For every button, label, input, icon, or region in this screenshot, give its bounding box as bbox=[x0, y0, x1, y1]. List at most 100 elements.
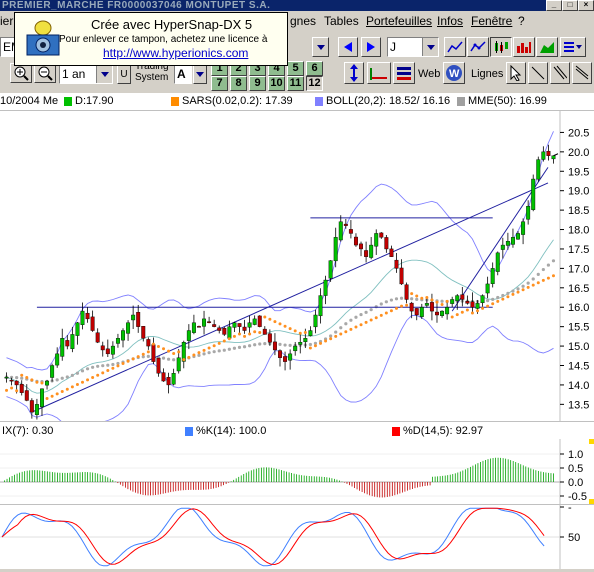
mme-point bbox=[20, 376, 24, 380]
candle-body bbox=[60, 338, 65, 357]
mme-point bbox=[146, 354, 150, 358]
bar-chart-button[interactable] bbox=[467, 37, 489, 57]
candle-body bbox=[70, 334, 75, 349]
candle-body bbox=[399, 267, 404, 285]
channel-tool-button[interactable] bbox=[572, 62, 592, 84]
area-chart-button[interactable] bbox=[536, 37, 558, 57]
candle-body bbox=[303, 338, 308, 343]
previous-button[interactable] bbox=[338, 37, 358, 57]
stochastic-chart[interactable]: - 50 bbox=[0, 502, 594, 569]
stoch-k-legend: %K(14): 100.0 bbox=[185, 425, 266, 437]
sar-point bbox=[496, 299, 500, 303]
stamp-link[interactable]: http://www.hyperionics.com bbox=[103, 46, 249, 60]
period-combo[interactable]: J bbox=[387, 37, 439, 57]
y-tick-label: 16.0 bbox=[568, 302, 589, 314]
maximize-button[interactable]: □ bbox=[562, 0, 578, 11]
osc2-tick-label: 50 bbox=[568, 532, 580, 544]
oscillator-panel[interactable]: IX(7): 0.30 %K(14): 100.0 %D(14,5): 92.9… bbox=[0, 421, 594, 505]
candle-body bbox=[4, 376, 9, 379]
price-chart-panel[interactable]: 20.5 20.0 19.5 19.0 18.5 18.0 17.5 17.0 16.5 16.0… bbox=[0, 111, 594, 429]
mme-point bbox=[172, 358, 176, 362]
arrow-left-icon bbox=[344, 42, 352, 52]
next-button[interactable] bbox=[361, 37, 381, 57]
candle-body bbox=[455, 295, 460, 302]
chart-type-menu-button[interactable] bbox=[560, 37, 586, 57]
candlestick-button[interactable] bbox=[490, 37, 512, 57]
mme-point bbox=[141, 355, 145, 359]
candle-body bbox=[29, 400, 34, 413]
stamp-line-1: Crée avec HyperSnap-DX 5 bbox=[91, 17, 253, 32]
candle-body bbox=[323, 279, 328, 296]
sar-point bbox=[222, 339, 226, 343]
sar-point bbox=[283, 324, 287, 328]
sar-point bbox=[278, 322, 282, 326]
price-chart[interactable]: 20.5 20.0 19.5 19.0 18.5 18.0 17.5 17.0 16.5 16.0… bbox=[0, 111, 594, 429]
close-button[interactable]: × bbox=[578, 0, 594, 11]
menu-tables[interactable]: Tables bbox=[324, 14, 359, 28]
arrow-right-icon bbox=[367, 42, 375, 52]
indicator-button[interactable] bbox=[367, 62, 391, 84]
zoom-out-button[interactable] bbox=[34, 63, 56, 83]
candle-body bbox=[353, 236, 358, 246]
stochastic-panel[interactable]: - 50 bbox=[0, 502, 594, 569]
vertical-arrows-icon bbox=[350, 64, 358, 82]
range-combo[interactable]: 1 an bbox=[59, 64, 113, 84]
trading-system-combo[interactable]: A bbox=[174, 64, 192, 84]
menu-fichier[interactable]: ier bbox=[0, 14, 14, 28]
menu-infos[interactable]: Infos bbox=[437, 14, 464, 28]
oscillator-chart[interactable]: 1.0 0.5 0.0 -0.5 bbox=[0, 439, 594, 505]
layers-button[interactable] bbox=[393, 62, 415, 84]
menu-lignes[interactable]: gnes bbox=[290, 14, 317, 28]
legend-boll: BOLL(20,2): 18.52/ 16.16 bbox=[315, 95, 450, 107]
sar-point bbox=[151, 342, 155, 346]
system-number-button-12[interactable]: 12 bbox=[306, 76, 323, 91]
sar-point bbox=[455, 313, 459, 317]
zoom-in-icon bbox=[14, 66, 29, 81]
menu-fenetre[interactable]: Fenêtre bbox=[471, 14, 513, 28]
symbol-dropdown-button[interactable] bbox=[312, 37, 329, 57]
mme-point bbox=[349, 318, 353, 322]
sar-point bbox=[65, 387, 69, 391]
y-tick-label: 13.5 bbox=[568, 399, 589, 411]
cursor-arrow-icon bbox=[510, 65, 522, 81]
pointer-tool-button[interactable] bbox=[506, 62, 526, 84]
mme-point bbox=[516, 287, 520, 291]
line-tool-button[interactable] bbox=[528, 62, 548, 84]
parallel-lines-tool-button[interactable] bbox=[550, 62, 570, 84]
sar-point bbox=[491, 302, 495, 306]
mme-point bbox=[410, 297, 414, 301]
candle-body bbox=[369, 244, 374, 258]
sar-point bbox=[232, 334, 236, 338]
candle-body bbox=[65, 340, 70, 347]
system-number-button-5[interactable]: 5 bbox=[287, 61, 304, 76]
system-number-button-9[interactable]: 9 bbox=[249, 76, 266, 91]
minimize-button[interactable]: _ bbox=[546, 0, 562, 11]
menu-portefeuilles[interactable]: Portefeuilles bbox=[366, 14, 433, 28]
system-number-button-7[interactable]: 7 bbox=[211, 76, 228, 91]
sar-point bbox=[405, 303, 409, 307]
zoom-in-button[interactable] bbox=[10, 63, 32, 83]
histogram-button[interactable] bbox=[513, 37, 535, 57]
candle-body bbox=[389, 248, 394, 257]
system-number-button-8[interactable]: 8 bbox=[230, 76, 247, 91]
sar-point bbox=[91, 376, 95, 380]
sar-point bbox=[126, 359, 130, 363]
menu-help[interactable]: ? bbox=[518, 14, 525, 28]
system-number-button-10[interactable]: 10 bbox=[268, 76, 285, 91]
ts-dropdown-button[interactable] bbox=[193, 64, 207, 84]
sar-point bbox=[319, 341, 323, 345]
system-number-button-6[interactable]: 6 bbox=[306, 61, 323, 76]
system-number-button-11[interactable]: 11 bbox=[287, 76, 304, 91]
unit-button[interactable]: U bbox=[117, 64, 131, 84]
candle-body bbox=[267, 333, 272, 343]
window-title: PREMIER_MARCHE FR0000037046 MONTUPET S.A… bbox=[2, 0, 271, 11]
scale-button[interactable] bbox=[344, 62, 364, 84]
sar-point bbox=[511, 292, 515, 296]
sar-point bbox=[501, 297, 505, 301]
legend-date: 10/2004 Me bbox=[0, 95, 59, 107]
line-chart-button[interactable] bbox=[444, 37, 466, 57]
sar-point bbox=[268, 317, 272, 321]
line-chart-icon bbox=[447, 41, 463, 53]
sar-point bbox=[521, 288, 525, 292]
web-button[interactable]: W bbox=[443, 62, 465, 84]
